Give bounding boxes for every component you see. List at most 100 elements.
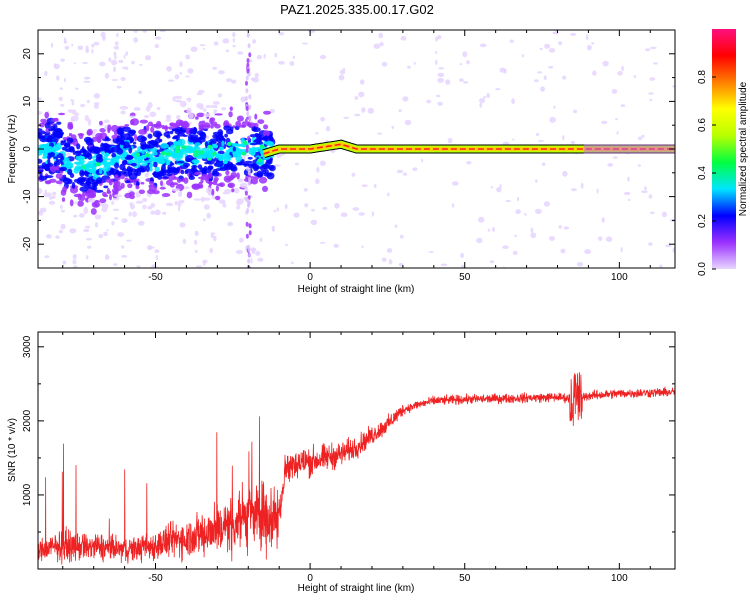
spectrogram-xtick-label: -50 [148,272,163,283]
spectrogram-noise-mark [113,45,120,50]
spectrogram-noise-mark [51,195,56,199]
spectrogram-energy-mark [156,174,163,180]
spectrogram-noise-mark [358,91,365,98]
spectrogram-noise-mark [276,207,280,212]
spectrogram-energy-mark [145,164,150,172]
spectrogram-noise-mark [373,43,381,49]
colorbar: 0.0 0.2 0.4 0.6 0.8 Normalized spectral ampl… [697,29,749,276]
spectrogram-energy-mark [69,186,79,194]
spectrogram-noise-mark [125,51,129,56]
spectrogram-energy-mark [173,176,179,180]
spectrogram-energy-mark [140,144,147,150]
spectrogram-peak-mark [194,149,200,154]
spectrogram-noise-mark [398,262,404,267]
spectrogram-noise-mark [437,72,445,77]
spectrogram-energy-mark [193,145,198,150]
spectrogram-noise-mark [202,47,205,51]
spectrogram-noise-mark [479,43,487,48]
spectrogram-noise-mark [114,54,117,60]
spectrogram-noise-mark [133,107,141,111]
spectrogram-noise-mark [592,70,597,76]
spectrogram-ytick-label: 10 [22,95,33,107]
spectrogram-noise-mark [194,230,199,237]
spectrogram-peak-mark [80,156,85,160]
spectrogram-noise-mark [133,30,138,33]
spectrogram-energy-mark [147,133,153,139]
spectrogram-noise-mark [218,70,225,75]
spectrogram-noise-mark [435,36,438,42]
spectrogram-noise-mark [72,259,77,265]
spectrogram-energy-mark [219,166,228,172]
spectrogram-streak-mark [244,118,248,124]
spectrogram-noise-mark [428,251,435,254]
spectrogram-energy [38,30,675,268]
spectrogram-energy-mark [74,161,80,165]
spectrogram-energy-mark [235,120,242,127]
spectrogram-noise-mark [621,65,624,72]
spectrogram-energy-mark [38,187,43,195]
spectrogram-noise-mark [641,190,648,194]
spectrogram-energy-mark [44,180,52,184]
spectrogram-energy-mark [74,201,78,205]
spectrogram-energy-mark [110,124,119,133]
spectrogram-energy-mark [164,125,168,132]
spectrogram-streak-mark [248,253,252,258]
spectrogram-energy-mark [166,179,174,186]
spectrogram-energy-mark [187,147,191,153]
spectrogram-noise-mark [585,34,589,41]
spectrogram-energy-mark [212,134,219,139]
spectrogram-energy-mark [162,176,169,179]
spectrogram-energy-mark [120,131,125,137]
spectrogram-noise-mark [361,107,366,113]
spectrogram-noise-mark [402,96,409,102]
spectrogram-energy-mark [68,146,75,152]
spectrogram-energy-mark [127,183,133,189]
spectrogram-noise-mark [218,199,226,204]
spectrogram-noise-mark [227,221,234,227]
spectrogram-noise-mark [672,247,675,254]
spectrogram-energy-mark [239,182,248,188]
spectrogram-energy-mark [111,188,118,194]
spectrogram-noise-mark [637,164,642,167]
spectrogram-noise-mark [451,203,455,208]
spectrogram-energy-mark [55,180,63,185]
spectrogram-noise-mark [530,232,537,239]
spectrogram-noise-mark [256,55,263,60]
spectrogram-energy-mark [73,214,78,218]
spectrogram-energy-mark [262,185,268,192]
spectrogram-noise-mark [371,211,375,217]
snr-xtick-label: 100 [611,573,628,584]
spectrogram-noise-mark [237,51,244,55]
spectrogram-energy-mark [42,156,48,159]
spectrogram-noise-mark [460,252,464,258]
spectrogram-energy-mark [149,181,154,186]
spectrogram-energy-mark [38,128,43,131]
spectrogram-energy-mark [62,177,71,185]
spectrogram-energy-mark [125,155,134,160]
spectrogram-noise-mark [645,48,651,52]
spectrogram-noise-mark [252,39,257,44]
spectrogram-noise-mark [563,226,570,230]
spectrogram-noise-mark [396,169,404,174]
spectrogram-noise-mark [403,172,407,176]
spectrogram-energy-mark [217,129,224,137]
spectrogram-energy-mark [67,121,73,127]
spectrogram-noise-mark [400,234,404,239]
spectrogram-energy-mark [176,166,181,171]
spectrogram-energy-mark [225,177,234,181]
spectrogram-noise-mark [235,249,243,254]
spectrogram-energy-mark [128,191,135,196]
spectrogram-energy-mark [178,191,183,198]
spectrogram-noise-mark [250,258,253,264]
spectrogram-noise-mark [60,58,65,62]
spectrogram-noise-mark [182,238,187,245]
spectrogram-noise-mark [377,132,382,135]
spectrogram-energy-mark [218,182,225,188]
spectrogram-noise-mark [209,247,213,254]
spectrogram-noise-mark [86,237,92,241]
snr-ytick-label: 3000 [22,335,33,358]
spectrogram-energy-mark [188,175,195,180]
spectrogram-streak-mark [245,75,249,81]
spectrogram-noise-mark [217,93,223,98]
spectrogram-energy-mark [176,178,182,184]
